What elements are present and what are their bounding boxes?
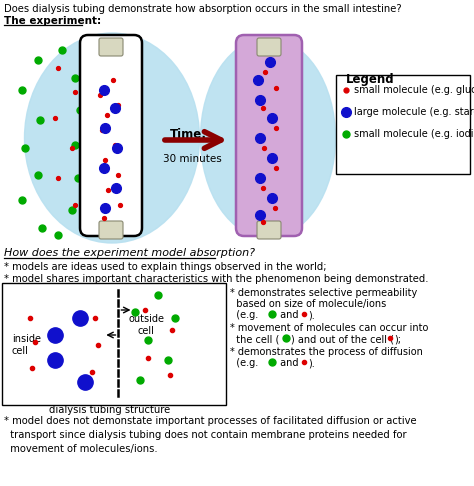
Text: * movement of molecules can occur into: * movement of molecules can occur into <box>230 323 428 333</box>
Text: dialysis tubing structure: dialysis tubing structure <box>49 405 170 415</box>
Text: based on size of molecule/ions: based on size of molecule/ions <box>230 299 386 309</box>
Text: * model shares important characteristics with the phenomenon being demonstrated.: * model shares important characteristics… <box>4 274 428 284</box>
FancyBboxPatch shape <box>99 38 123 56</box>
Text: ) and out of the cell (: ) and out of the cell ( <box>291 334 394 344</box>
Text: large molecule (e.g. starch): large molecule (e.g. starch) <box>354 107 474 117</box>
Text: small molecule (e.g. glucose): small molecule (e.g. glucose) <box>354 85 474 95</box>
FancyBboxPatch shape <box>257 221 281 239</box>
Text: * demonstrates selective permeability: * demonstrates selective permeability <box>230 288 417 298</box>
Ellipse shape <box>25 33 200 243</box>
Text: 30 minutes: 30 minutes <box>163 154 222 164</box>
Text: small molecule (e.g. iodine): small molecule (e.g. iodine) <box>354 129 474 139</box>
Text: and: and <box>277 310 301 320</box>
Text: (e.g.: (e.g. <box>230 310 261 320</box>
Text: outside
cell: outside cell <box>128 314 164 336</box>
Text: Legend: Legend <box>346 73 395 86</box>
Text: the cell (: the cell ( <box>230 334 279 344</box>
FancyBboxPatch shape <box>236 35 302 236</box>
Text: );: ); <box>394 334 401 344</box>
Ellipse shape <box>201 38 336 238</box>
Text: How does the experiment model absorption?: How does the experiment model absorption… <box>4 248 255 258</box>
Text: * models are ideas used to explain things observed in the world;: * models are ideas used to explain thing… <box>4 262 327 272</box>
Text: * model does not demonstate important processes of facilitated diffusion or acti: * model does not demonstate important pr… <box>4 416 417 454</box>
Text: ).: ). <box>308 358 315 368</box>
Text: Time:: Time: <box>170 128 207 141</box>
Text: ).: ). <box>308 310 315 320</box>
FancyBboxPatch shape <box>99 221 123 239</box>
Text: * demonstrates the process of diffusion: * demonstrates the process of diffusion <box>230 347 423 357</box>
FancyBboxPatch shape <box>336 75 470 174</box>
Text: inside
cell: inside cell <box>12 334 41 356</box>
FancyBboxPatch shape <box>80 35 142 236</box>
FancyBboxPatch shape <box>257 38 281 56</box>
Text: The experiment:: The experiment: <box>4 16 101 26</box>
Text: (e.g.: (e.g. <box>230 358 261 368</box>
Text: and: and <box>277 358 301 368</box>
Text: Does dialysis tubing demonstrate how absorption occurs in the small intestine?: Does dialysis tubing demonstrate how abs… <box>4 4 401 14</box>
FancyBboxPatch shape <box>2 283 226 405</box>
